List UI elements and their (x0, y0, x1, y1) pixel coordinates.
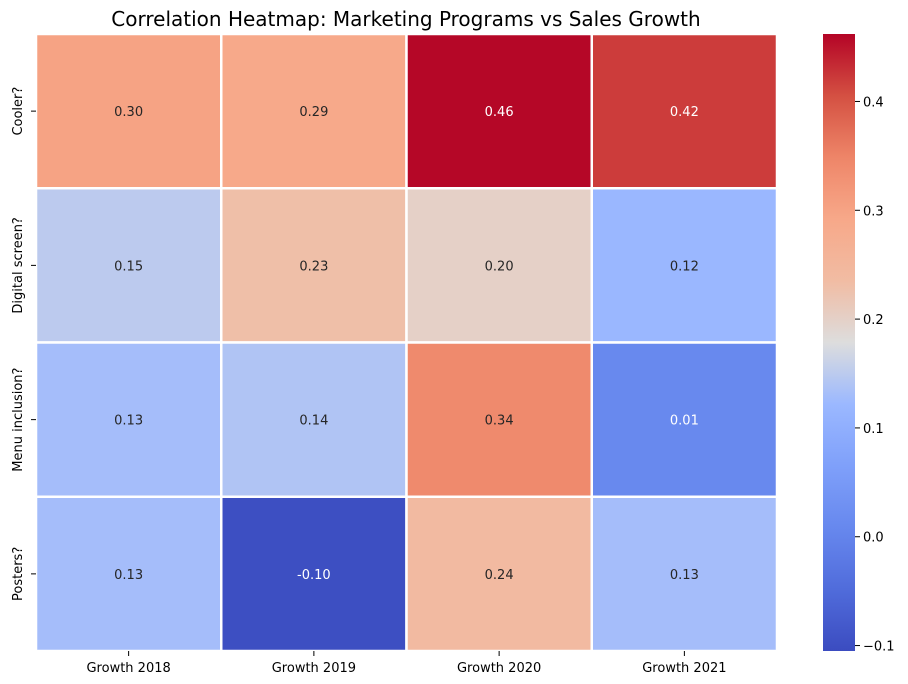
colorbar-tick-label: 0.4 (863, 95, 884, 110)
heatmap-cell (220, 341, 408, 498)
heatmap-cell (590, 341, 779, 498)
heatmap-cell (220, 32, 408, 190)
x-tick-label: Growth 2019 (272, 661, 356, 676)
cell-value-label: 0.30 (114, 105, 143, 120)
cell-value-label: 0.14 (299, 414, 328, 429)
colorbar-tick-label: 0.3 (863, 204, 884, 219)
heatmap-cells (34, 32, 779, 653)
cell-value-label: 0.12 (670, 259, 699, 274)
cell-value-label: 0.24 (485, 568, 514, 583)
colorbar: 0.4 0.3 0.2 0.1 0.0 −0.1 (823, 34, 895, 655)
cell-value-label: 0.23 (299, 259, 328, 274)
heatmap-cell (590, 187, 779, 344)
heatmap-cell (590, 495, 779, 653)
x-tick-label: Growth 2021 (642, 661, 726, 676)
y-tick-label: Cooler? (11, 87, 26, 136)
heatmap-cell-labels: 0.30 0.29 0.46 0.42 0.15 0.23 0.20 0.12 0.13 0.14… (114, 105, 699, 583)
cell-value-label: 0.34 (485, 414, 514, 429)
heatmap-cell (590, 32, 779, 190)
colorbar-tick-label: 0.0 (863, 531, 884, 546)
y-tick-label: Posters? (11, 547, 26, 601)
heatmap-cell (34, 32, 223, 190)
x-tick-label: Growth 2018 (86, 661, 170, 676)
cell-value-label: 0.13 (670, 568, 699, 583)
cell-value-label: 0.42 (670, 105, 699, 120)
cell-value-label: 0.46 (485, 105, 514, 120)
y-axis: Cooler? Digital screen? Menu inclusion? Pos… (11, 87, 36, 601)
cell-value-label: 0.01 (670, 414, 699, 429)
colorbar-tick-label: 0.1 (863, 422, 884, 437)
cell-value-label: 0.29 (299, 105, 328, 120)
cell-value-label: 0.13 (114, 414, 143, 429)
colorbar-tick-label: 0.2 (863, 313, 884, 328)
x-axis: Growth 2018 Growth 2019 Growth 2020 Growth … (86, 651, 727, 676)
cell-value-label: -0.10 (297, 568, 331, 583)
y-tick-label: Digital screen? (11, 217, 26, 313)
x-tick-label: Growth 2020 (457, 661, 541, 676)
heatmap-cell (405, 32, 593, 190)
colorbar-gradient (823, 34, 855, 651)
heatmap-cell (220, 187, 408, 344)
y-tick-label: Menu inclusion? (11, 368, 26, 472)
chart-title: Correlation Heatmap: Marketing Programs … (111, 7, 700, 31)
heatmap-cell (220, 495, 408, 653)
colorbar-tick-label: −0.1 (863, 640, 895, 655)
cell-value-label: 0.13 (114, 568, 143, 583)
cell-value-label: 0.20 (485, 259, 514, 274)
cell-value-label: 0.15 (114, 259, 143, 274)
